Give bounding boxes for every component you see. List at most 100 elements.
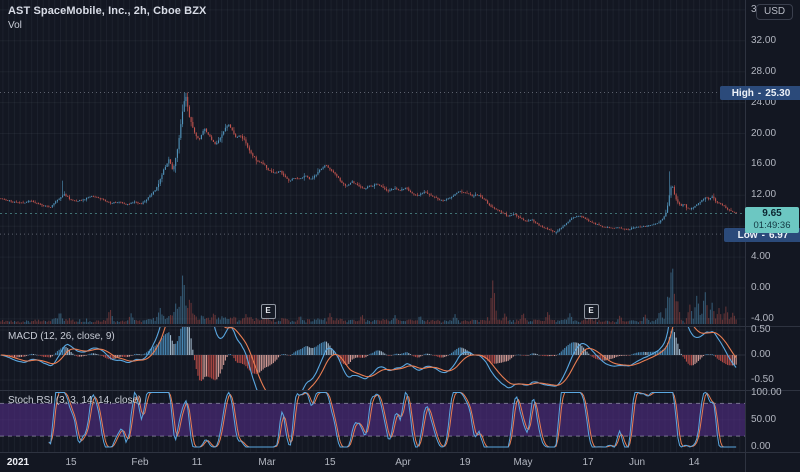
candle — [157, 183, 160, 188]
macd-histogram-bar — [226, 355, 228, 358]
candle — [257, 160, 259, 162]
candle — [248, 147, 250, 151]
volume-bar — [464, 320, 466, 324]
macd-histogram-bar — [440, 355, 442, 358]
candle — [20, 202, 22, 204]
earnings-marker[interactable]: E — [260, 304, 276, 319]
symbol-title[interactable]: AST SpaceMobile, Inc., 2h, Cboe BZX — [8, 5, 207, 17]
volume-bar — [152, 317, 154, 324]
candle — [375, 183, 377, 185]
candle — [324, 165, 326, 168]
volume-legend[interactable]: Vol — [8, 20, 22, 31]
macd-histogram-bar — [243, 355, 245, 365]
macd-histogram-bar — [528, 355, 530, 356]
macd-histogram-bar — [157, 342, 160, 355]
macd-signal-line — [0, 327, 737, 390]
macd-axis-tick: 0.00 — [751, 349, 771, 360]
volume-bar — [454, 314, 456, 324]
macd-histogram-bar — [708, 354, 710, 355]
macd-histogram-bar — [423, 354, 425, 355]
candle — [531, 219, 533, 221]
stoch-legend[interactable]: Stoch RSI (3, 3, 14, 14, close) — [8, 395, 142, 406]
bar-countdown: 01:49:36 — [753, 220, 791, 231]
macd-histogram-bar — [641, 352, 643, 355]
volume-bar — [694, 307, 696, 324]
macd-histogram-bar — [715, 355, 717, 357]
earnings-marker[interactable]: E — [583, 304, 599, 319]
macd-legend[interactable]: MACD (12, 26, close, 9) — [8, 331, 115, 342]
volume-bar — [26, 320, 28, 324]
volume-bar — [315, 319, 317, 324]
volume-bar — [238, 320, 240, 324]
stoch-axis-tick: 0.00 — [751, 441, 771, 452]
macd-histogram-bar — [684, 355, 686, 359]
volume-bar — [596, 322, 598, 324]
candle — [80, 200, 82, 201]
volume-bar — [504, 313, 506, 324]
candle — [262, 162, 264, 165]
macd-histogram-bar — [418, 355, 420, 358]
macd-histogram-bar — [696, 355, 698, 363]
candle — [612, 227, 614, 229]
candle — [595, 222, 597, 225]
volume-bar — [559, 320, 561, 324]
macd-histogram-bar — [329, 345, 331, 355]
candle — [351, 181, 353, 183]
macd-histogram-bar — [548, 355, 550, 357]
volume-bar — [564, 319, 566, 324]
candle — [363, 187, 365, 189]
volume-bar — [562, 320, 564, 324]
macd-histogram-bar — [166, 333, 168, 355]
candle — [658, 222, 660, 224]
candle — [574, 217, 576, 219]
candle — [550, 229, 552, 231]
volume-bar — [387, 320, 389, 324]
macd-histogram-bar — [655, 351, 657, 355]
currency-unit-pill[interactable]: USD — [756, 4, 794, 20]
macd-histogram-bar — [643, 351, 645, 355]
candle — [91, 196, 93, 198]
volume-bar — [620, 317, 622, 324]
macd-histogram-bar — [293, 352, 295, 355]
macd-histogram-bar — [123, 355, 125, 357]
volume-bar — [394, 315, 396, 324]
macd-histogram-bar — [727, 355, 729, 365]
candle — [687, 207, 689, 209]
volume-bar — [488, 320, 490, 324]
macd-histogram-bar — [392, 354, 394, 356]
macd-histogram-bar — [629, 355, 631, 356]
volume-bar — [608, 321, 610, 324]
candle — [228, 124, 230, 127]
candle — [716, 201, 718, 203]
volume-bar — [560, 319, 562, 324]
candle — [10, 200, 12, 202]
candle — [541, 226, 544, 227]
volume-bar — [365, 321, 367, 324]
candle — [529, 219, 532, 221]
volume-bar — [361, 315, 364, 324]
candle — [271, 170, 273, 172]
volume-bar — [24, 322, 26, 324]
macd-histogram-bar — [725, 355, 727, 365]
macd-histogram-bar — [41, 355, 43, 357]
macd-histogram-bar — [545, 355, 547, 357]
candle — [418, 194, 420, 196]
candle — [151, 194, 153, 196]
macd-histogram-bar — [223, 355, 225, 365]
volume-bar — [324, 318, 326, 324]
candle — [565, 223, 568, 225]
candle — [214, 141, 216, 145]
macd-histogram-bar — [236, 355, 238, 363]
gridlines — [0, 0, 745, 452]
macd-histogram-bar — [487, 355, 489, 361]
macd-histogram-bar — [601, 355, 604, 361]
candle — [358, 184, 360, 187]
macd-histogram-bar — [396, 353, 398, 355]
price-axis-tick: 28.00 — [751, 65, 777, 77]
candle — [235, 134, 237, 138]
volume-bar — [567, 317, 569, 324]
candle — [444, 199, 446, 201]
macd-histogram-bar — [619, 355, 621, 356]
volume-bar — [679, 312, 681, 324]
